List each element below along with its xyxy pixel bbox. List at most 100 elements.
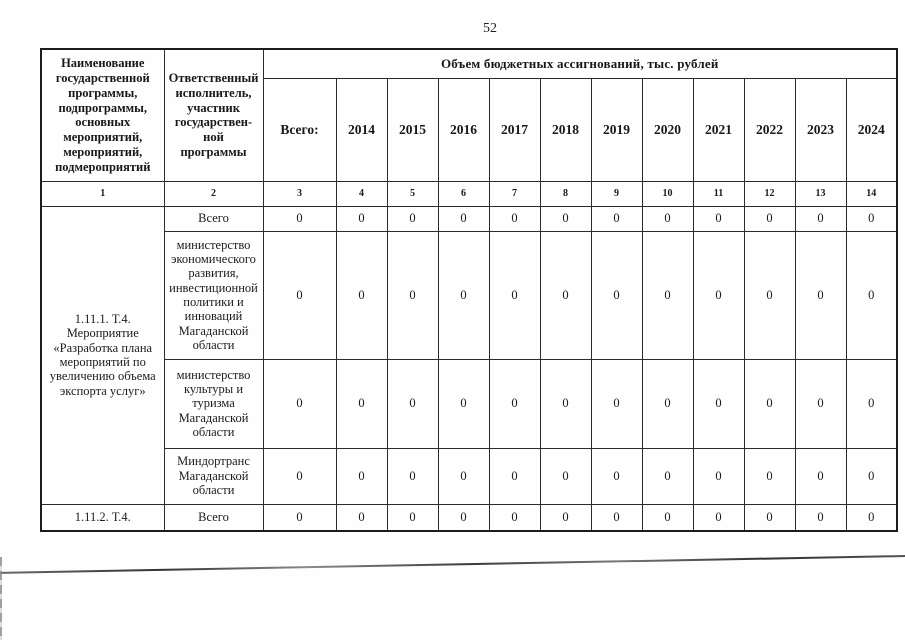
index-cell: 12	[743, 180, 796, 207]
executor-cell: Всего	[163, 503, 264, 532]
header-col-2018: 2018	[539, 77, 592, 182]
header-budget-volume-span: Объем бюджетных ассигнований, тыс. рубле…	[262, 48, 898, 79]
value-cell: 0	[262, 230, 337, 360]
header-col-2014: 2014	[335, 77, 388, 182]
header-program-name: Наименование государственной программы, …	[40, 48, 165, 182]
value-cell: 0	[641, 358, 694, 449]
value-cell: 0	[539, 447, 592, 505]
page-number: 52	[483, 21, 497, 36]
value-cell: 0	[539, 503, 592, 532]
index-cell: 7	[488, 180, 541, 207]
value-cell: 0	[794, 230, 847, 360]
value-cell: 0	[488, 503, 541, 532]
value-cell: 0	[692, 205, 745, 232]
value-cell: 0	[437, 205, 490, 232]
value-cell: 0	[386, 205, 439, 232]
value-cell: 0	[794, 503, 847, 532]
index-cell: 3	[262, 180, 337, 207]
index-cell: 14	[845, 180, 898, 207]
index-cell: 5	[386, 180, 439, 207]
table-row: министерство культуры и туризма Магаданс…	[41, 358, 898, 449]
table-row: 1.11.2. Т.4. Всего 0 0 0 0 0 0 0 0 0 0 0…	[40, 503, 898, 532]
value-cell: 0	[335, 503, 388, 532]
value-cell: 0	[335, 447, 388, 505]
value-cell: 0	[692, 447, 745, 505]
header-col-2017: 2017	[488, 77, 541, 182]
value-cell: 0	[539, 205, 592, 232]
measure-name-cell: 1.11.2. Т.4.	[40, 503, 165, 532]
scan-line-artifact	[0, 554, 905, 574]
index-cell: 13	[794, 180, 847, 207]
value-cell: 0	[692, 230, 745, 360]
value-cell: 0	[488, 230, 541, 360]
value-cell: 0	[743, 503, 796, 532]
table-row: Миндортранс Магаданской области 0 0 0 0 …	[41, 447, 898, 505]
value-cell: 0	[845, 447, 898, 505]
value-cell: 0	[488, 205, 541, 232]
value-cell: 0	[743, 447, 796, 505]
page-edge-artifact	[0, 557, 2, 640]
header-row-years: Всего: 2014 2015 2016 2017 2018 2019 202…	[41, 77, 898, 182]
column-index-row: 1 2 3 4 5 6 7 8 9 10 11 12 13 14	[40, 180, 898, 207]
header-executor: Ответственный исполнитель, участник госу…	[163, 48, 264, 182]
value-cell: 0	[488, 358, 541, 449]
value-cell: 0	[386, 230, 439, 360]
index-cell: 10	[641, 180, 694, 207]
header-col-2021: 2021	[692, 77, 745, 182]
value-cell: 0	[488, 447, 541, 505]
value-cell: 0	[794, 205, 847, 232]
executor-cell: Всего	[163, 205, 264, 232]
value-cell: 0	[262, 205, 337, 232]
value-cell: 0	[641, 230, 694, 360]
index-cell: 9	[590, 180, 643, 207]
value-cell: 0	[539, 230, 592, 360]
value-cell: 0	[845, 205, 898, 232]
header-col-2016: 2016	[437, 77, 490, 182]
header-col-2020: 2020	[641, 77, 694, 182]
value-cell: 0	[743, 358, 796, 449]
value-cell: 0	[845, 503, 898, 532]
value-cell: 0	[590, 230, 643, 360]
index-cell: 1	[40, 180, 165, 207]
value-cell: 0	[437, 358, 490, 449]
value-cell: 0	[386, 358, 439, 449]
value-cell: 0	[335, 205, 388, 232]
index-cell: 6	[437, 180, 490, 207]
value-cell: 0	[641, 503, 694, 532]
executor-cell: Миндортранс Магаданской области	[163, 447, 264, 505]
index-cell: 4	[335, 180, 388, 207]
value-cell: 0	[335, 230, 388, 360]
value-cell: 0	[590, 205, 643, 232]
index-cell: 2	[163, 180, 264, 207]
header-col-2023: 2023	[794, 77, 847, 182]
value-cell: 0	[692, 503, 745, 532]
value-cell: 0	[262, 503, 337, 532]
index-cell: 11	[692, 180, 745, 207]
executor-cell: министерство культуры и туризма Магаданс…	[163, 358, 264, 449]
value-cell: 0	[437, 503, 490, 532]
value-cell: 0	[845, 230, 898, 360]
value-cell: 0	[590, 503, 643, 532]
value-cell: 0	[794, 358, 847, 449]
value-cell: 0	[794, 447, 847, 505]
table-row: министерство экономического развития, ин…	[41, 230, 898, 360]
value-cell: 0	[335, 358, 388, 449]
header-col-2022: 2022	[743, 77, 796, 182]
value-cell: 0	[845, 358, 898, 449]
value-cell: 0	[641, 447, 694, 505]
value-cell: 0	[437, 447, 490, 505]
value-cell: 0	[590, 447, 643, 505]
value-cell: 0	[262, 447, 337, 505]
measure-name-cell: 1.11.1. Т.4. Мероприятие «Разработка пла…	[40, 205, 165, 505]
value-cell: 0	[386, 503, 439, 532]
value-cell: 0	[743, 230, 796, 360]
value-cell: 0	[692, 358, 745, 449]
header-col-2019: 2019	[590, 77, 643, 182]
value-cell: 0	[539, 358, 592, 449]
value-cell: 0	[437, 230, 490, 360]
value-cell: 0	[590, 358, 643, 449]
value-cell: 0	[386, 447, 439, 505]
value-cell: 0	[743, 205, 796, 232]
header-col-total: Всего:	[262, 77, 337, 182]
executor-cell: министерство экономического развития, ин…	[163, 230, 264, 360]
